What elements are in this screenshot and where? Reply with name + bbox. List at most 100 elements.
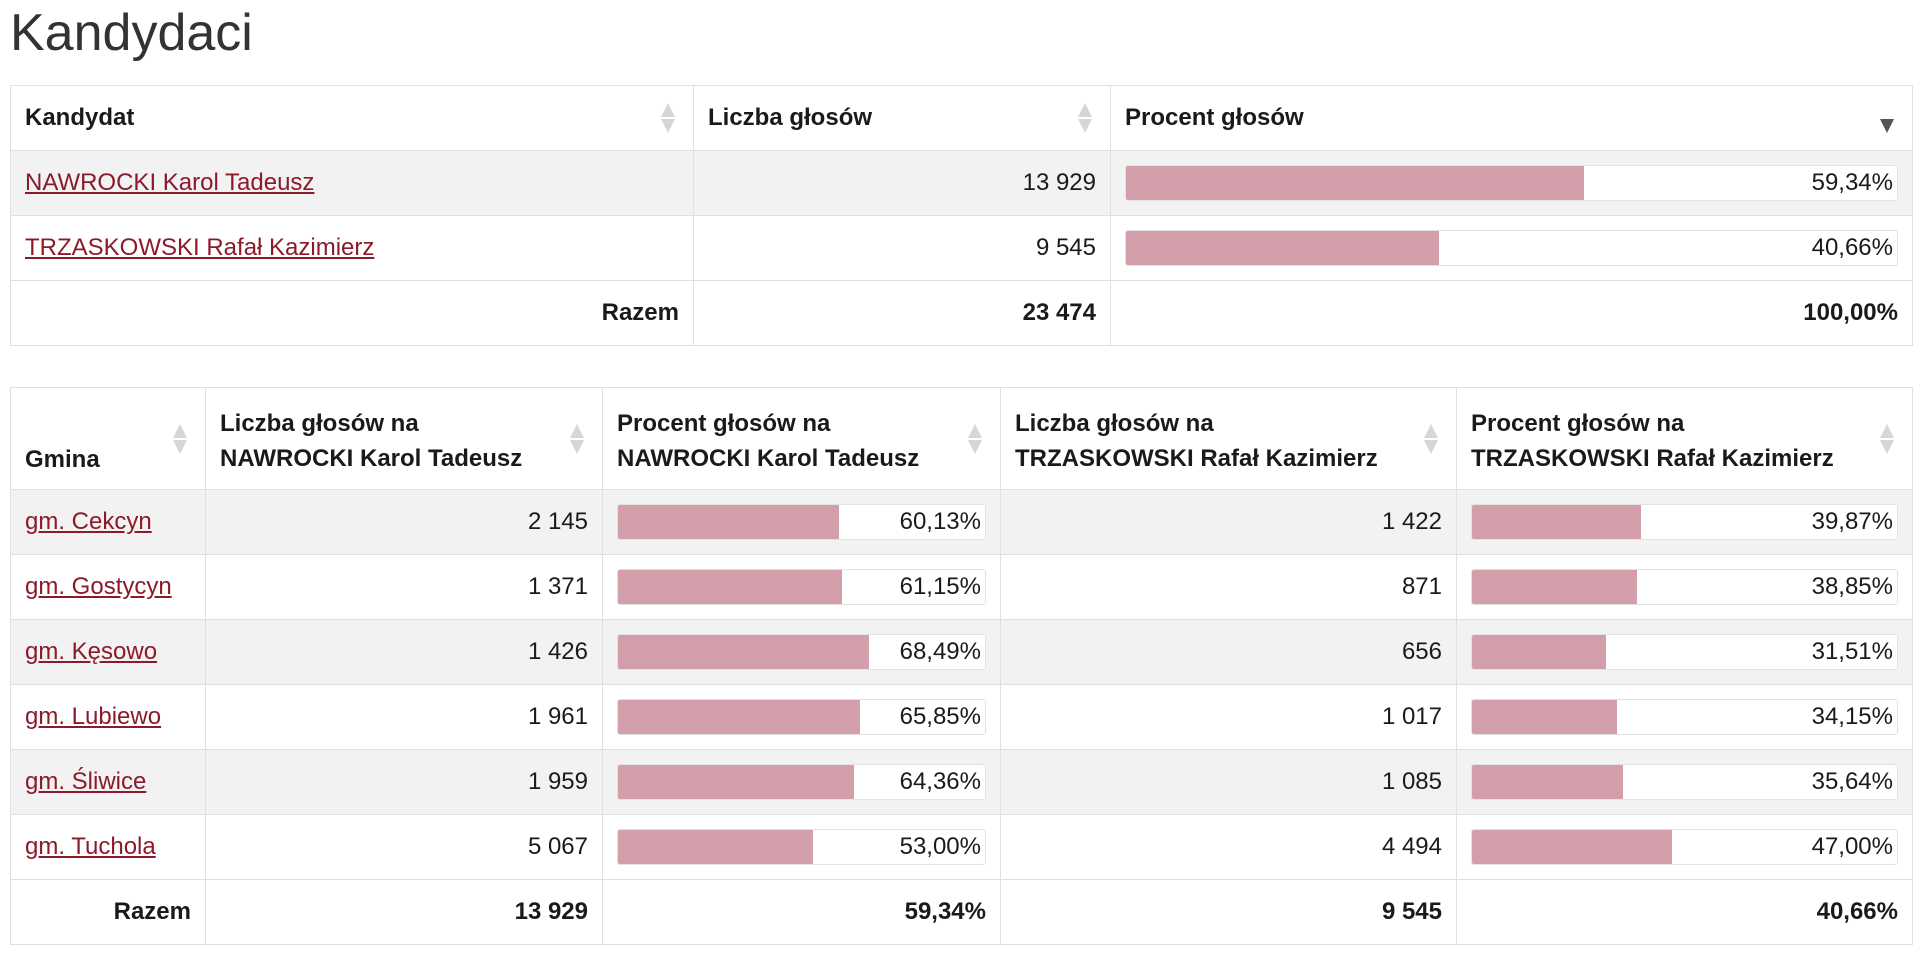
table-row: gm. Kęsowo 1 426 68,49% 656 31,51% xyxy=(10,619,1913,685)
column-header-label-line1: Liczba głosów na xyxy=(1015,409,1214,437)
percent-bar: 38,85% xyxy=(1471,569,1898,605)
candidate-name-link[interactable]: TRZASKOWSKI Rafał Kazimierz xyxy=(25,234,375,261)
percent-trzaskowski-cell: 35,64% xyxy=(1456,749,1913,815)
table-row: gm. Lubiewo 1 961 65,85% 1 017 34,15% xyxy=(10,684,1913,750)
percent-bar-label: 65,85% xyxy=(899,703,981,730)
table-row: gm. Gostycyn 1 371 61,15% 871 38,85% xyxy=(10,554,1913,620)
percent-bar-fill xyxy=(1472,765,1624,799)
percent-bar: 59,34% xyxy=(1125,165,1898,201)
gmina-name-link[interactable]: gm. Cekcyn xyxy=(25,508,152,535)
sort-icon[interactable] xyxy=(661,103,675,133)
percent-trzaskowski-cell: 47,00% xyxy=(1456,814,1913,880)
column-header-label: Gmina xyxy=(25,446,100,473)
total-label: Razem xyxy=(10,879,206,945)
votes-nawrocki-cell: 1 371 xyxy=(205,554,603,620)
candidate-name-cell: NAWROCKI Karol Tadeusz xyxy=(10,150,694,216)
gmina-name-cell: gm. Śliwice xyxy=(10,749,206,815)
table-header-row: Gmina Liczba głosów na NAWROCKI Karol Ta… xyxy=(10,387,1913,490)
percent-trzaskowski-cell: 31,51% xyxy=(1456,619,1913,685)
column-header-label-line1: Procent głosów na xyxy=(617,409,831,437)
percent-bar-fill xyxy=(1472,700,1618,734)
percent-bar-label: 59,34% xyxy=(1811,169,1893,196)
percent-nawrocki-cell: 64,36% xyxy=(602,749,1001,815)
total-percent: 100,00% xyxy=(1110,280,1913,346)
percent-bar-label: 68,49% xyxy=(899,638,981,665)
column-header-label-line2: NAWROCKI Karol Tadeusz xyxy=(220,444,523,472)
percent-bar: 65,85% xyxy=(617,699,986,735)
gmina-name-link[interactable]: gm. Tuchola xyxy=(25,833,156,860)
total-row: Razem 13 929 59,34% 9 545 40,66% xyxy=(10,879,1913,945)
percent-bar: 53,00% xyxy=(617,829,986,865)
column-header-percent-trzaskowski[interactable]: Procent głosów na TRZASKOWSKI Rafał Kazi… xyxy=(1456,387,1913,490)
percent-bar: 31,51% xyxy=(1471,634,1898,670)
percent-bar-label: 60,13% xyxy=(899,508,981,535)
percent-bar: 64,36% xyxy=(617,764,986,800)
candidate-name-cell: TRZASKOWSKI Rafał Kazimierz xyxy=(10,215,694,281)
gmina-name-link[interactable]: gm. Lubiewo xyxy=(25,703,162,730)
table-row: gm. Śliwice 1 959 64,36% 1 085 35,64% xyxy=(10,749,1913,815)
column-header-percent[interactable]: Procent głosów xyxy=(1110,85,1913,151)
column-header-votes-nawrocki[interactable]: Liczba głosów na NAWROCKI Karol Tadeusz xyxy=(205,387,603,490)
sort-icon[interactable] xyxy=(1880,423,1894,454)
votes-trzaskowski-cell: 4 494 xyxy=(1000,814,1457,880)
sort-desc-icon[interactable] xyxy=(1880,103,1894,133)
total-percent-nawrocki: 59,34% xyxy=(602,879,1001,945)
column-header-votes-trzaskowski[interactable]: Liczba głosów na TRZASKOWSKI Rafał Kazim… xyxy=(1000,387,1457,490)
table-header-row: Kandydat Liczba głosów Procent głosów xyxy=(10,85,1913,151)
gmina-name-link[interactable]: gm. Gostycyn xyxy=(25,573,172,600)
votes-trzaskowski-cell: 1 017 xyxy=(1000,684,1457,750)
column-header-label-line1: Procent głosów na xyxy=(1471,409,1685,437)
percent-bar: 39,87% xyxy=(1471,504,1898,540)
gmina-name-cell: gm. Lubiewo xyxy=(10,684,206,750)
votes-nawrocki-cell: 1 959 xyxy=(205,749,603,815)
percent-bar-label: 35,64% xyxy=(1811,768,1893,795)
percent-bar-fill xyxy=(618,765,855,799)
sort-icon[interactable] xyxy=(570,423,584,454)
votes-trzaskowski-cell: 1 422 xyxy=(1000,489,1457,555)
column-header-percent-nawrocki[interactable]: Procent głosów na NAWROCKI Karol Tadeusz xyxy=(602,387,1001,490)
gmina-name-link[interactable]: gm. Kęsowo xyxy=(25,638,158,665)
votes-nawrocki-cell: 1 426 xyxy=(205,619,603,685)
sort-icon[interactable] xyxy=(968,423,982,454)
percent-trzaskowski-cell: 38,85% xyxy=(1456,554,1913,620)
candidate-name-link[interactable]: NAWROCKI Karol Tadeusz xyxy=(25,169,315,196)
total-votes-nawrocki: 13 929 xyxy=(205,879,603,945)
percent-trzaskowski-cell: 39,87% xyxy=(1456,489,1913,555)
percent-bar-label: 39,87% xyxy=(1811,508,1893,535)
column-header-candidate[interactable]: Kandydat xyxy=(10,85,694,151)
percent-nawrocki-cell: 65,85% xyxy=(602,684,1001,750)
column-header-gmina[interactable]: Gmina xyxy=(10,387,206,490)
total-votes-trzaskowski: 9 545 xyxy=(1000,879,1457,945)
sort-icon[interactable] xyxy=(173,423,187,454)
percent-bar: 68,49% xyxy=(617,634,986,670)
percent-nawrocki-cell: 68,49% xyxy=(602,619,1001,685)
votes-trzaskowski-cell: 871 xyxy=(1000,554,1457,620)
total-row: Razem 23 474 100,00% xyxy=(10,280,1913,346)
column-header-votes[interactable]: Liczba głosów xyxy=(693,85,1111,151)
table-row: gm. Cekcyn 2 145 60,13% 1 422 39,87% xyxy=(10,489,1913,555)
column-header-label: Kandydat xyxy=(25,104,135,131)
table-row: NAWROCKI Karol Tadeusz 13 929 59,34% xyxy=(10,150,1913,216)
table-row: TRZASKOWSKI Rafał Kazimierz 9 545 40,66% xyxy=(10,215,1913,281)
sort-icon[interactable] xyxy=(1078,103,1092,133)
municipalities-table: Gmina Liczba głosów na NAWROCKI Karol Ta… xyxy=(10,387,1913,945)
percent-bar-label: 34,15% xyxy=(1811,703,1893,730)
percent-nawrocki-cell: 53,00% xyxy=(602,814,1001,880)
percent-bar-fill xyxy=(1472,635,1606,669)
total-label: Razem xyxy=(10,280,694,346)
gmina-name-cell: gm. Cekcyn xyxy=(10,489,206,555)
column-header-label: Procent głosów xyxy=(1125,104,1304,131)
gmina-name-cell: gm. Kęsowo xyxy=(10,619,206,685)
percent-bar-fill xyxy=(618,830,813,864)
percent-bar-fill xyxy=(1472,505,1642,539)
percent-bar: 34,15% xyxy=(1471,699,1898,735)
sort-icon[interactable] xyxy=(1424,423,1438,454)
percent-bar: 61,15% xyxy=(617,569,986,605)
gmina-name-link[interactable]: gm. Śliwice xyxy=(25,768,147,795)
total-votes: 23 474 xyxy=(693,280,1111,346)
votes-cell: 13 929 xyxy=(693,150,1111,216)
gmina-name-cell: gm. Tuchola xyxy=(10,814,206,880)
votes-cell: 9 545 xyxy=(693,215,1111,281)
percent-bar-fill xyxy=(618,505,839,539)
